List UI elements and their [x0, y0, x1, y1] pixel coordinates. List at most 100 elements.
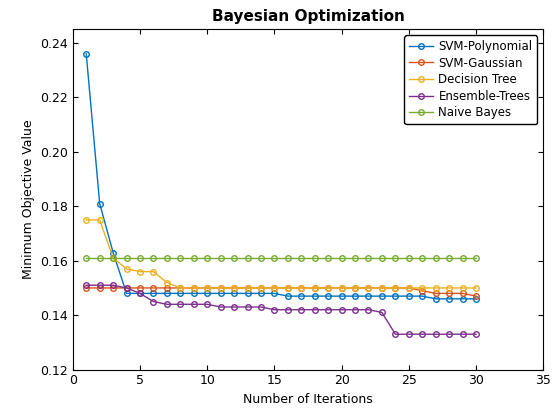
SVM-Gaussian [96, 286, 103, 291]
SVM-Polynomial [190, 291, 197, 296]
Ensemble-Trees [110, 283, 116, 288]
SVM-Gaussian [473, 294, 479, 299]
Naive Bayes [110, 255, 116, 260]
Decision Tree [284, 286, 291, 291]
Decision Tree [325, 286, 332, 291]
Ensemble-Trees [379, 310, 385, 315]
SVM-Gaussian [217, 286, 224, 291]
SVM-Polynomial [177, 291, 184, 296]
SVM-Polynomial [258, 291, 264, 296]
Decision Tree [217, 286, 224, 291]
SVM-Gaussian [204, 286, 211, 291]
Naive Bayes [284, 255, 291, 260]
SVM-Polynomial [365, 294, 372, 299]
Decision Tree [311, 286, 318, 291]
Ensemble-Trees [392, 332, 399, 337]
Y-axis label: Minimum Objective Value: Minimum Objective Value [21, 120, 35, 279]
SVM-Polynomial [110, 250, 116, 255]
Naive Bayes [432, 255, 439, 260]
SVM-Polynomial [298, 294, 305, 299]
Decision Tree [446, 286, 452, 291]
Ensemble-Trees [137, 291, 143, 296]
Ensemble-Trees [150, 299, 157, 304]
SVM-Polynomial [325, 294, 332, 299]
Decision Tree [459, 286, 466, 291]
Legend: SVM-Polynomial, SVM-Gaussian, Decision Tree, Ensemble-Trees, Naive Bayes: SVM-Polynomial, SVM-Gaussian, Decision T… [404, 35, 537, 124]
SVM-Gaussian [150, 286, 157, 291]
SVM-Polynomial [379, 294, 385, 299]
SVM-Polynomial [405, 294, 412, 299]
SVM-Gaussian [338, 286, 345, 291]
Naive Bayes [271, 255, 278, 260]
Decision Tree [96, 218, 103, 223]
Ensemble-Trees [284, 307, 291, 312]
SVM-Gaussian [190, 286, 197, 291]
SVM-Gaussian [164, 286, 170, 291]
SVM-Polynomial [217, 291, 224, 296]
Decision Tree [244, 286, 251, 291]
Decision Tree [190, 286, 197, 291]
SVM-Polynomial [123, 291, 130, 296]
Ensemble-Trees [405, 332, 412, 337]
Ensemble-Trees [96, 283, 103, 288]
SVM-Gaussian [419, 288, 426, 293]
SVM-Polynomial [150, 291, 157, 296]
Ensemble-Trees [231, 304, 237, 310]
Naive Bayes [446, 255, 452, 260]
SVM-Gaussian [298, 286, 305, 291]
Ensemble-Trees [258, 304, 264, 310]
Decision Tree [405, 286, 412, 291]
Decision Tree [352, 286, 358, 291]
Decision Tree [177, 286, 184, 291]
SVM-Gaussian [379, 286, 385, 291]
Line: Naive Bayes: Naive Bayes [83, 255, 479, 261]
Decision Tree [379, 286, 385, 291]
SVM-Polynomial [419, 294, 426, 299]
SVM-Polynomial [311, 294, 318, 299]
Naive Bayes [123, 255, 130, 260]
Naive Bayes [137, 255, 143, 260]
Decision Tree [231, 286, 237, 291]
Ensemble-Trees [325, 307, 332, 312]
Ensemble-Trees [311, 307, 318, 312]
Ensemble-Trees [338, 307, 345, 312]
Naive Bayes [405, 255, 412, 260]
Ensemble-Trees [204, 302, 211, 307]
SVM-Polynomial [432, 297, 439, 302]
Line: SVM-Gaussian: SVM-Gaussian [83, 285, 479, 299]
Decision Tree [123, 266, 130, 271]
Naive Bayes [177, 255, 184, 260]
Ensemble-Trees [164, 302, 170, 307]
Naive Bayes [352, 255, 358, 260]
Naive Bayes [392, 255, 399, 260]
Naive Bayes [244, 255, 251, 260]
Ensemble-Trees [271, 307, 278, 312]
SVM-Gaussian [123, 286, 130, 291]
SVM-Polynomial [271, 291, 278, 296]
Ensemble-Trees [298, 307, 305, 312]
Ensemble-Trees [459, 332, 466, 337]
Naive Bayes [379, 255, 385, 260]
SVM-Gaussian [244, 286, 251, 291]
Naive Bayes [150, 255, 157, 260]
Decision Tree [432, 286, 439, 291]
SVM-Polynomial [473, 297, 479, 302]
Naive Bayes [231, 255, 237, 260]
Ensemble-Trees [473, 332, 479, 337]
Decision Tree [298, 286, 305, 291]
SVM-Gaussian [231, 286, 237, 291]
SVM-Gaussian [405, 286, 412, 291]
Ensemble-Trees [177, 302, 184, 307]
Ensemble-Trees [446, 332, 452, 337]
Naive Bayes [459, 255, 466, 260]
Decision Tree [164, 280, 170, 285]
Naive Bayes [96, 255, 103, 260]
SVM-Polynomial [392, 294, 399, 299]
SVM-Polynomial [137, 291, 143, 296]
Decision Tree [419, 286, 426, 291]
Line: Ensemble-Trees: Ensemble-Trees [83, 283, 479, 337]
SVM-Gaussian [177, 286, 184, 291]
SVM-Gaussian [432, 291, 439, 296]
Naive Bayes [83, 255, 90, 260]
Naive Bayes [190, 255, 197, 260]
